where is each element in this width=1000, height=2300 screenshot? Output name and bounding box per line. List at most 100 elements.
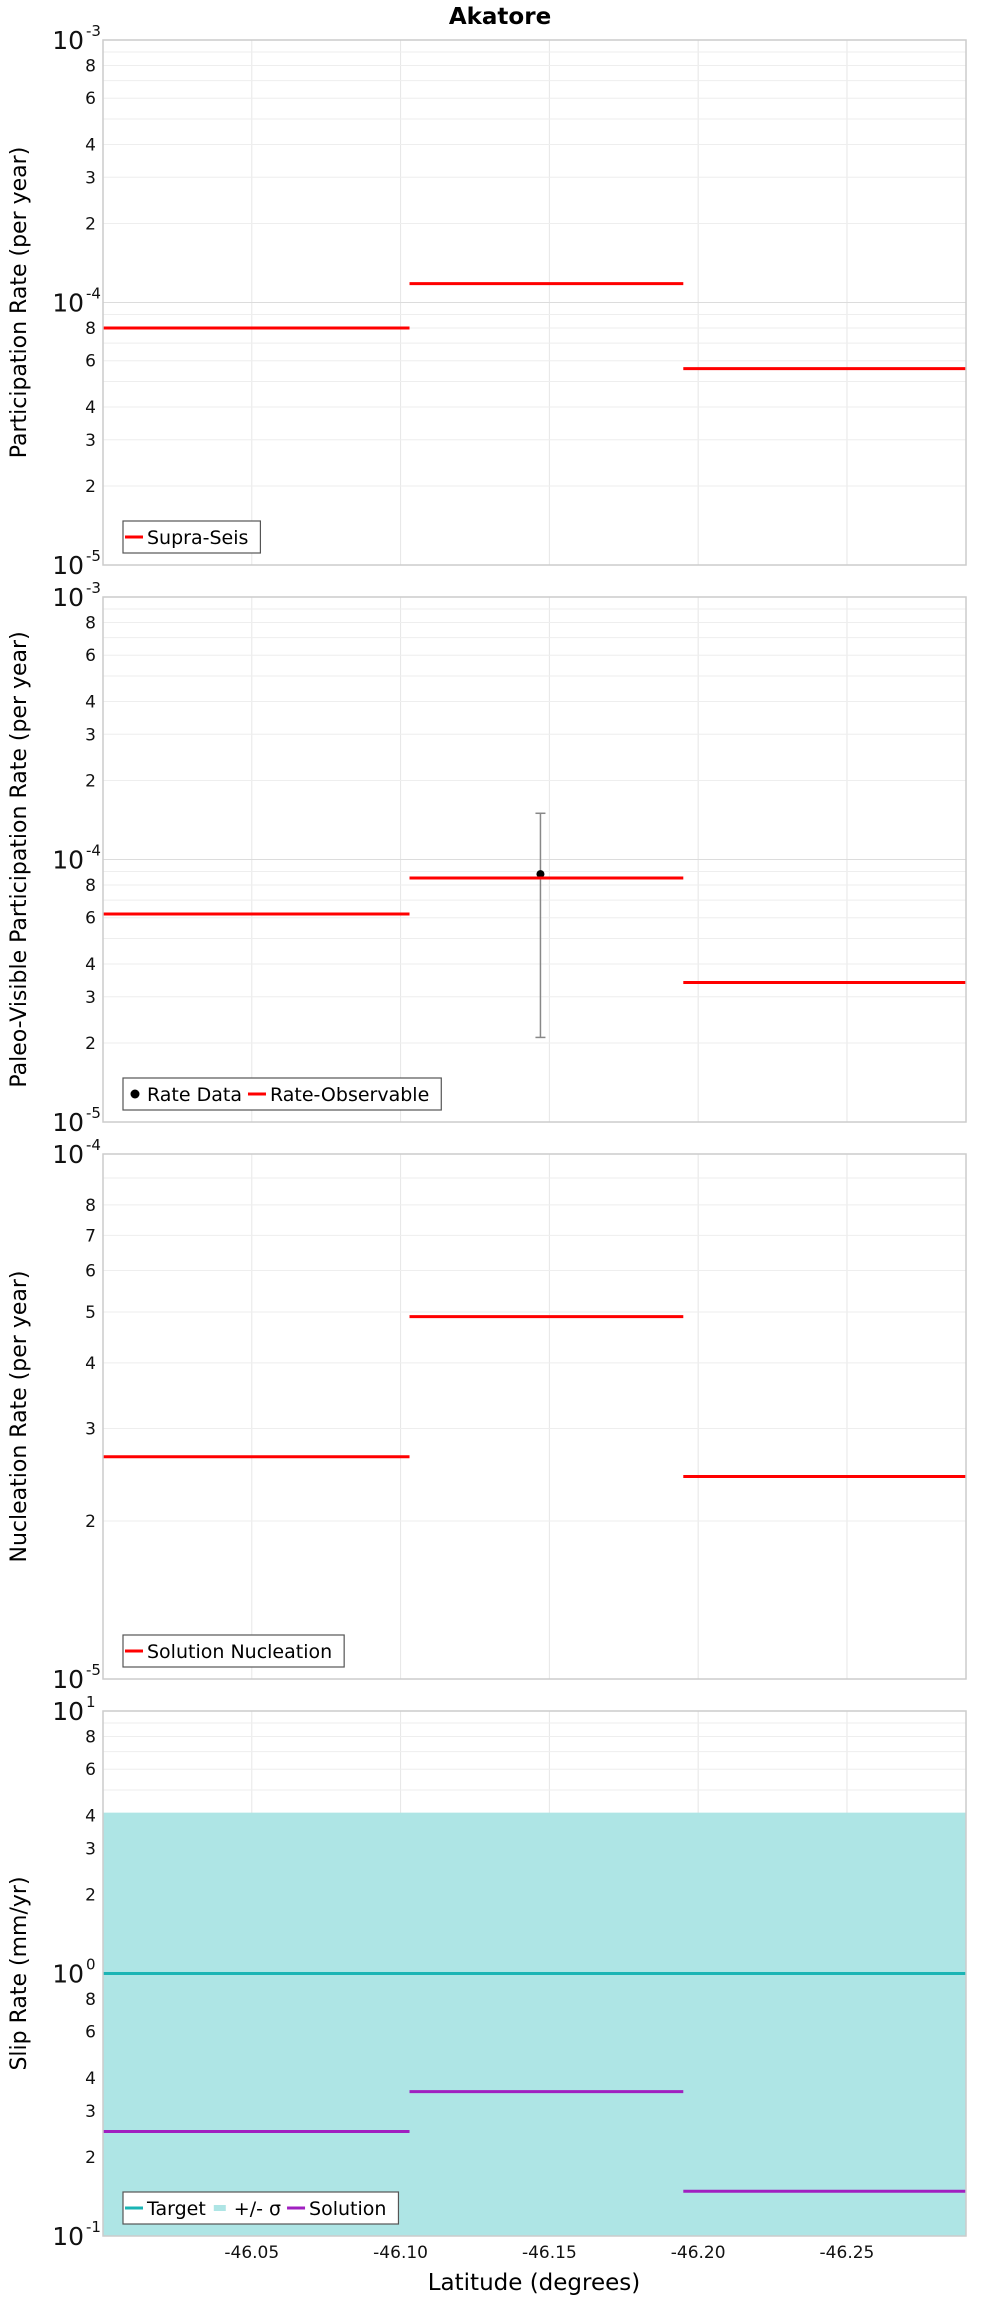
y-tick-minor: 3 bbox=[85, 168, 96, 188]
y-tick-minor: 4 bbox=[85, 1806, 96, 1826]
y-tick-base: 10 bbox=[52, 583, 84, 612]
y-tick-minor: 6 bbox=[85, 89, 96, 109]
y-tick-minor: 2 bbox=[85, 1512, 96, 1532]
y-axis-label: Slip Rate (mm/yr) bbox=[7, 1876, 32, 2070]
y-tick-minor: 8 bbox=[85, 876, 96, 896]
y-tick-exponent: -1 bbox=[86, 2218, 101, 2236]
x-axis-label: Latitude (degrees) bbox=[428, 2270, 641, 2296]
y-tick-minor: 6 bbox=[85, 1760, 96, 1780]
y-tick-major: 10 1 bbox=[52, 1693, 95, 1726]
y-tick-minor: 4 bbox=[85, 398, 96, 418]
legend-label: +/- σ bbox=[234, 2198, 281, 2220]
plot-frame bbox=[102, 1710, 967, 2237]
y-tick-minor: 6 bbox=[85, 2023, 96, 2043]
x-tick-label: -46.10 bbox=[373, 2243, 428, 2263]
y-tick-minor: 4 bbox=[85, 2069, 96, 2089]
sigma-band bbox=[103, 1812, 966, 2236]
y-tick-major: 10 -4 bbox=[52, 1136, 101, 1169]
y-tick-minor: 2 bbox=[85, 1034, 96, 1054]
y-tick-exponent: -4 bbox=[86, 1136, 101, 1154]
y-tick-exponent: 0 bbox=[86, 1956, 96, 1974]
y-tick-major: 10 -1 bbox=[52, 2218, 101, 2251]
y-tick-minor: 2 bbox=[85, 214, 96, 234]
legend-label: Target bbox=[146, 2198, 206, 2220]
legend-label: Solution bbox=[309, 2198, 386, 2220]
legend-item: +/- σ bbox=[213, 2198, 281, 2220]
y-tick-base: 10 bbox=[52, 289, 84, 318]
y-tick-minor: 6 bbox=[85, 352, 96, 372]
y-tick-exponent: -5 bbox=[86, 547, 101, 565]
y-tick-minor: 4 bbox=[85, 692, 96, 712]
y-tick-minor: 2 bbox=[85, 2148, 96, 2168]
y-tick-major: 10 -3 bbox=[52, 579, 101, 612]
plot-frame bbox=[102, 1153, 967, 1680]
y-tick-exponent: -4 bbox=[86, 285, 101, 303]
y-tick-minor: 8 bbox=[85, 1727, 96, 1747]
y-tick-minor: 8 bbox=[85, 613, 96, 633]
y-tick-minor: 2 bbox=[85, 1885, 96, 1905]
y-tick-minor: 3 bbox=[85, 725, 96, 745]
legend: Supra-Seis bbox=[122, 520, 262, 554]
legend-label: Rate Data bbox=[147, 1084, 242, 1106]
legend-swatch bbox=[213, 2205, 226, 2211]
y-tick-minor: 3 bbox=[85, 1420, 96, 1440]
y-tick-base: 10 bbox=[52, 1140, 84, 1169]
y-tick-base: 10 bbox=[52, 1960, 84, 1989]
y-axis-label: Participation Rate (per year) bbox=[7, 147, 32, 459]
legend-box bbox=[122, 1634, 345, 1668]
x-tick-label: -46.20 bbox=[671, 2243, 726, 2263]
legend: Solution Nucleation bbox=[122, 1634, 345, 1668]
y-tick-minor: 2 bbox=[85, 477, 96, 497]
x-tick-label: -46.15 bbox=[522, 2243, 577, 2263]
x-tick-label: -46.25 bbox=[820, 2243, 875, 2263]
plot-frame bbox=[102, 39, 967, 566]
plot-frame bbox=[102, 596, 967, 1123]
y-tick-base: 10 bbox=[52, 1697, 84, 1726]
y-tick-minor: 4 bbox=[85, 1354, 96, 1374]
y-tick-major: 10 -5 bbox=[52, 1104, 101, 1137]
legend: Rate Data Rate-Observable bbox=[122, 1077, 442, 1111]
y-tick-major: 10 -5 bbox=[52, 547, 101, 580]
x-tick-label: -46.05 bbox=[224, 2243, 279, 2263]
y-tick-base: 10 bbox=[52, 551, 84, 580]
y-tick-minor: 7 bbox=[85, 1226, 96, 1246]
y-tick-exponent: -5 bbox=[86, 1661, 101, 1679]
data-point bbox=[536, 870, 545, 879]
y-tick-minor: 4 bbox=[85, 955, 96, 975]
y-tick-exponent: -4 bbox=[86, 842, 101, 860]
y-axis-label: Paleo-Visible Participation Rate (per ye… bbox=[7, 631, 32, 1087]
y-tick-minor: 8 bbox=[85, 1990, 96, 2010]
legend-item: Supra-Seis bbox=[125, 527, 248, 549]
legend-item: Rate-Observable bbox=[247, 1084, 429, 1106]
y-axis-label: Nucleation Rate (per year) bbox=[7, 1271, 32, 1563]
y-tick-minor: 6 bbox=[85, 909, 96, 929]
y-tick-minor: 8 bbox=[85, 56, 96, 76]
y-tick-minor: 3 bbox=[85, 2102, 96, 2122]
legend: Target +/- σ Solution bbox=[122, 2191, 400, 2225]
y-tick-minor: 8 bbox=[85, 319, 96, 339]
y-tick-minor: 8 bbox=[85, 1196, 96, 1216]
y-tick-base: 10 bbox=[52, 1665, 84, 1694]
y-tick-minor: 3 bbox=[85, 431, 96, 451]
y-tick-base: 10 bbox=[52, 26, 84, 55]
y-tick-minor: 2 bbox=[85, 771, 96, 791]
legend-item: Target bbox=[125, 2198, 206, 2220]
y-tick-major: 10 -5 bbox=[52, 1661, 101, 1694]
y-tick-minor: 4 bbox=[85, 135, 96, 155]
y-tick-major: 10 -3 bbox=[52, 22, 101, 55]
legend-box bbox=[122, 520, 262, 554]
legend-label: Supra-Seis bbox=[147, 527, 248, 549]
y-tick-major: 10 0 bbox=[52, 1956, 95, 1989]
y-tick-minor: 3 bbox=[85, 988, 96, 1008]
plot-area bbox=[103, 1154, 966, 1679]
chart-title: Akatore bbox=[449, 4, 551, 30]
y-tick-major: 10 -4 bbox=[52, 285, 101, 318]
legend-box bbox=[122, 2191, 400, 2225]
legend-box bbox=[122, 1077, 442, 1111]
